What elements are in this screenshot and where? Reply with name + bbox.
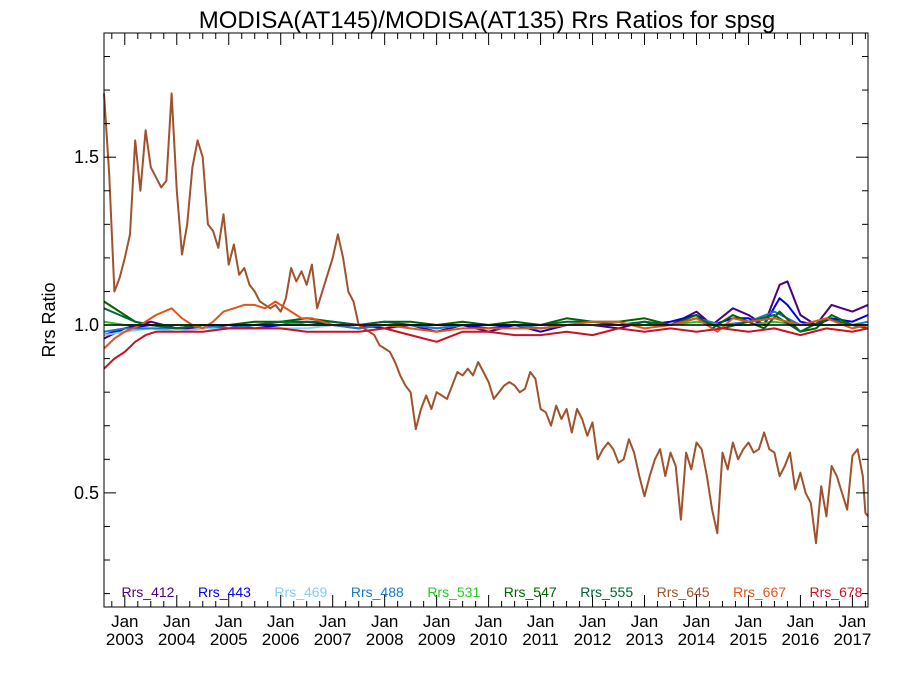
x-tick-label-month: Jan	[215, 612, 242, 631]
y-tick-label: 1.5	[74, 147, 99, 167]
x-tick-label-year: 2017	[833, 630, 871, 649]
series-line-rrs-443	[103, 297, 869, 337]
x-tick-label-month: Jan	[787, 612, 814, 631]
x-tick-label-month: Jan	[111, 612, 138, 631]
x-tick-label-year: 2016	[782, 630, 820, 649]
y-axis-label: Rrs Ratio	[39, 282, 59, 357]
series-layer	[103, 92, 869, 545]
x-tick-label-month: Jan	[371, 612, 398, 631]
x-tick-label-year: 2015	[730, 630, 768, 649]
legend-entry-rrs-667: Rrs_667	[733, 584, 786, 600]
y-tick-label: 1.0	[74, 315, 99, 335]
x-tick-label-month: Jan	[475, 612, 502, 631]
legend-entry-rrs-443: Rrs_443	[198, 584, 251, 600]
x-tick-label-year: 2003	[106, 630, 144, 649]
legend-entry-rrs-645: Rrs_645	[657, 584, 710, 600]
x-tick-label-year: 2013	[626, 630, 664, 649]
x-tick-label-year: 2005	[210, 630, 248, 649]
x-tick-label-year: 2009	[418, 630, 456, 649]
x-tick-label-year: 2008	[366, 630, 404, 649]
chart-title: MODISA(AT145)/MODISA(AT135) Rrs Ratios f…	[199, 7, 776, 34]
x-tick-label-month: Jan	[527, 612, 554, 631]
x-tick-label-month: Jan	[631, 612, 658, 631]
legend-layer: Rrs_412 Rrs_443 Rrs_469 Rrs_488 Rrs_531 Rrs_5…	[122, 584, 863, 600]
x-tick-label-year: 2012	[574, 630, 612, 649]
series-line-rrs-678	[103, 327, 869, 370]
legend-entry-rrs-555: Rrs_555	[580, 584, 633, 600]
legend-entry-rrs-547: Rrs_547	[504, 584, 557, 600]
legend-entry-rrs-412: Rrs_412	[122, 584, 175, 600]
x-tick-label-month: Jan	[267, 612, 294, 631]
legend-entry-rrs-469: Rrs_469	[274, 584, 327, 600]
x-tick-label-month: Jan	[579, 612, 606, 631]
x-tick-label-month: Jan	[163, 612, 190, 631]
legend-entry-rrs-488: Rrs_488	[351, 584, 404, 600]
x-tick-label-month: Jan	[839, 612, 866, 631]
x-tick-label-year: 2004	[158, 630, 196, 649]
x-tick-label-year: 2014	[678, 630, 716, 649]
x-tick-label-month: Jan	[319, 612, 346, 631]
x-tick-label-month: Jan	[683, 612, 710, 631]
x-tick-label-year: 2007	[314, 630, 352, 649]
x-tick-label-year: 2010	[470, 630, 508, 649]
x-tick-label-year: 2011	[522, 630, 559, 649]
legend-entry-rrs-678: Rrs_678	[810, 584, 863, 600]
x-tick-label-month: Jan	[423, 612, 450, 631]
plot-frame	[103, 32, 869, 608]
x-tick-label-year: 2006	[262, 630, 300, 649]
legend-entry-rrs-531: Rrs_531	[427, 584, 480, 600]
ticks-layer: 0.51.01.5Jan2003Jan2004Jan2005Jan2006Jan…	[74, 33, 871, 649]
x-tick-label-month: Jan	[735, 612, 762, 631]
series-line-rrs-645	[103, 92, 869, 545]
y-tick-label: 0.5	[74, 483, 99, 503]
